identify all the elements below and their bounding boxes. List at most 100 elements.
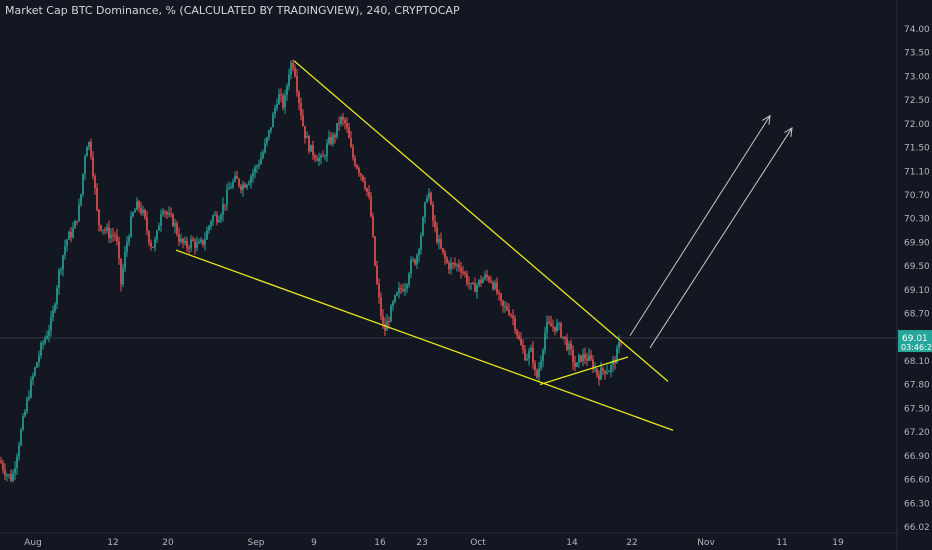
candle-body (444, 252, 446, 259)
candle-body (422, 217, 424, 236)
candle-body (90, 141, 92, 157)
y-tick-label: 73.50 (904, 49, 930, 59)
candle-body (294, 68, 296, 76)
candle-body (564, 336, 566, 339)
candle-body (92, 156, 94, 177)
candle-body (388, 321, 390, 323)
candle-body (376, 265, 378, 284)
candle-body (548, 321, 550, 324)
candle-body (378, 283, 380, 298)
candle-body (114, 235, 116, 237)
candle-body (466, 274, 468, 284)
candle-body (440, 239, 442, 249)
candle-body (350, 138, 352, 148)
candle-body (262, 152, 264, 158)
candle-body (360, 173, 362, 176)
candle-body (590, 355, 592, 360)
candle-body (152, 246, 154, 248)
candle-body (86, 147, 88, 157)
x-tick-label: 22 (626, 538, 637, 548)
candle-body (256, 165, 258, 168)
candle-body (344, 119, 346, 124)
candle-body (506, 306, 508, 310)
candle-body (596, 368, 598, 375)
candle-body (48, 330, 50, 336)
candle-body (42, 343, 44, 345)
candle-body (316, 158, 318, 161)
candle-body (120, 258, 122, 285)
candle-body (182, 238, 184, 244)
candle-body (296, 75, 298, 93)
candle-body (494, 282, 496, 289)
candle-body (98, 209, 100, 226)
candle-body (554, 326, 556, 332)
x-tick-label: Nov (697, 538, 715, 548)
candle-body (286, 86, 288, 95)
trendlines (175, 60, 674, 431)
candle-body (408, 274, 410, 285)
y-tick-label: 72.50 (904, 96, 930, 106)
candle-body (280, 94, 282, 96)
candle-body (602, 367, 604, 371)
candle-body (484, 274, 486, 279)
arrow-line[interactable] (629, 115, 771, 336)
candle-body (314, 155, 316, 159)
candle-body (230, 187, 232, 189)
trendline[interactable] (293, 60, 669, 382)
candle-body (400, 288, 402, 290)
candle-body (538, 368, 540, 378)
candle-body (232, 181, 234, 188)
candle-body (476, 285, 478, 293)
candle-body (190, 239, 192, 249)
candle-body (282, 95, 284, 108)
candle-body (368, 191, 370, 197)
candle-body (302, 115, 304, 127)
candle-body (426, 197, 428, 203)
price-label-box (898, 330, 932, 353)
x-tick-label: 14 (566, 538, 578, 548)
candle-body (72, 228, 74, 238)
y-tick-label: 66.90 (904, 452, 930, 462)
candle-body (438, 239, 440, 243)
candle-body (78, 204, 80, 222)
candle-body (176, 223, 178, 235)
candle-body (260, 157, 262, 165)
candle-body (62, 255, 64, 270)
candle-body (432, 204, 434, 221)
candle-body (174, 223, 176, 227)
candle-body (104, 229, 106, 231)
candle-body (592, 359, 594, 370)
candle-body (434, 220, 436, 228)
trendline[interactable] (175, 249, 674, 431)
candle-body (396, 292, 398, 296)
candle-body (362, 175, 364, 182)
candle-body (534, 362, 536, 371)
candle-body (612, 359, 614, 366)
x-tick-label: 16 (374, 538, 386, 548)
y-tick-label: 71.10 (904, 167, 930, 177)
arrow-line[interactable] (649, 127, 793, 349)
candle-body (82, 173, 84, 195)
x-tick-label: 11 (776, 538, 787, 548)
candle-body (582, 354, 584, 362)
candle-body (430, 192, 432, 205)
candle-body (70, 231, 72, 238)
time-axis[interactable]: Aug 12 20 Sep 9 16 23 Oct 14 22 Nov 11 19 (24, 538, 844, 548)
candle-body (380, 297, 382, 316)
y-tick-label: 67.50 (904, 404, 930, 414)
candle-body (258, 164, 260, 166)
arrows (629, 114, 793, 349)
candle-body (410, 259, 412, 275)
trendline[interactable] (539, 356, 629, 386)
candle-body (398, 288, 400, 293)
candle-body (112, 234, 114, 236)
candle-body (312, 144, 314, 156)
x-tick-label: Sep (248, 538, 265, 548)
candle-body (392, 301, 394, 306)
candle-body (76, 221, 78, 223)
candle-body (472, 283, 474, 285)
candle-body (346, 123, 348, 128)
